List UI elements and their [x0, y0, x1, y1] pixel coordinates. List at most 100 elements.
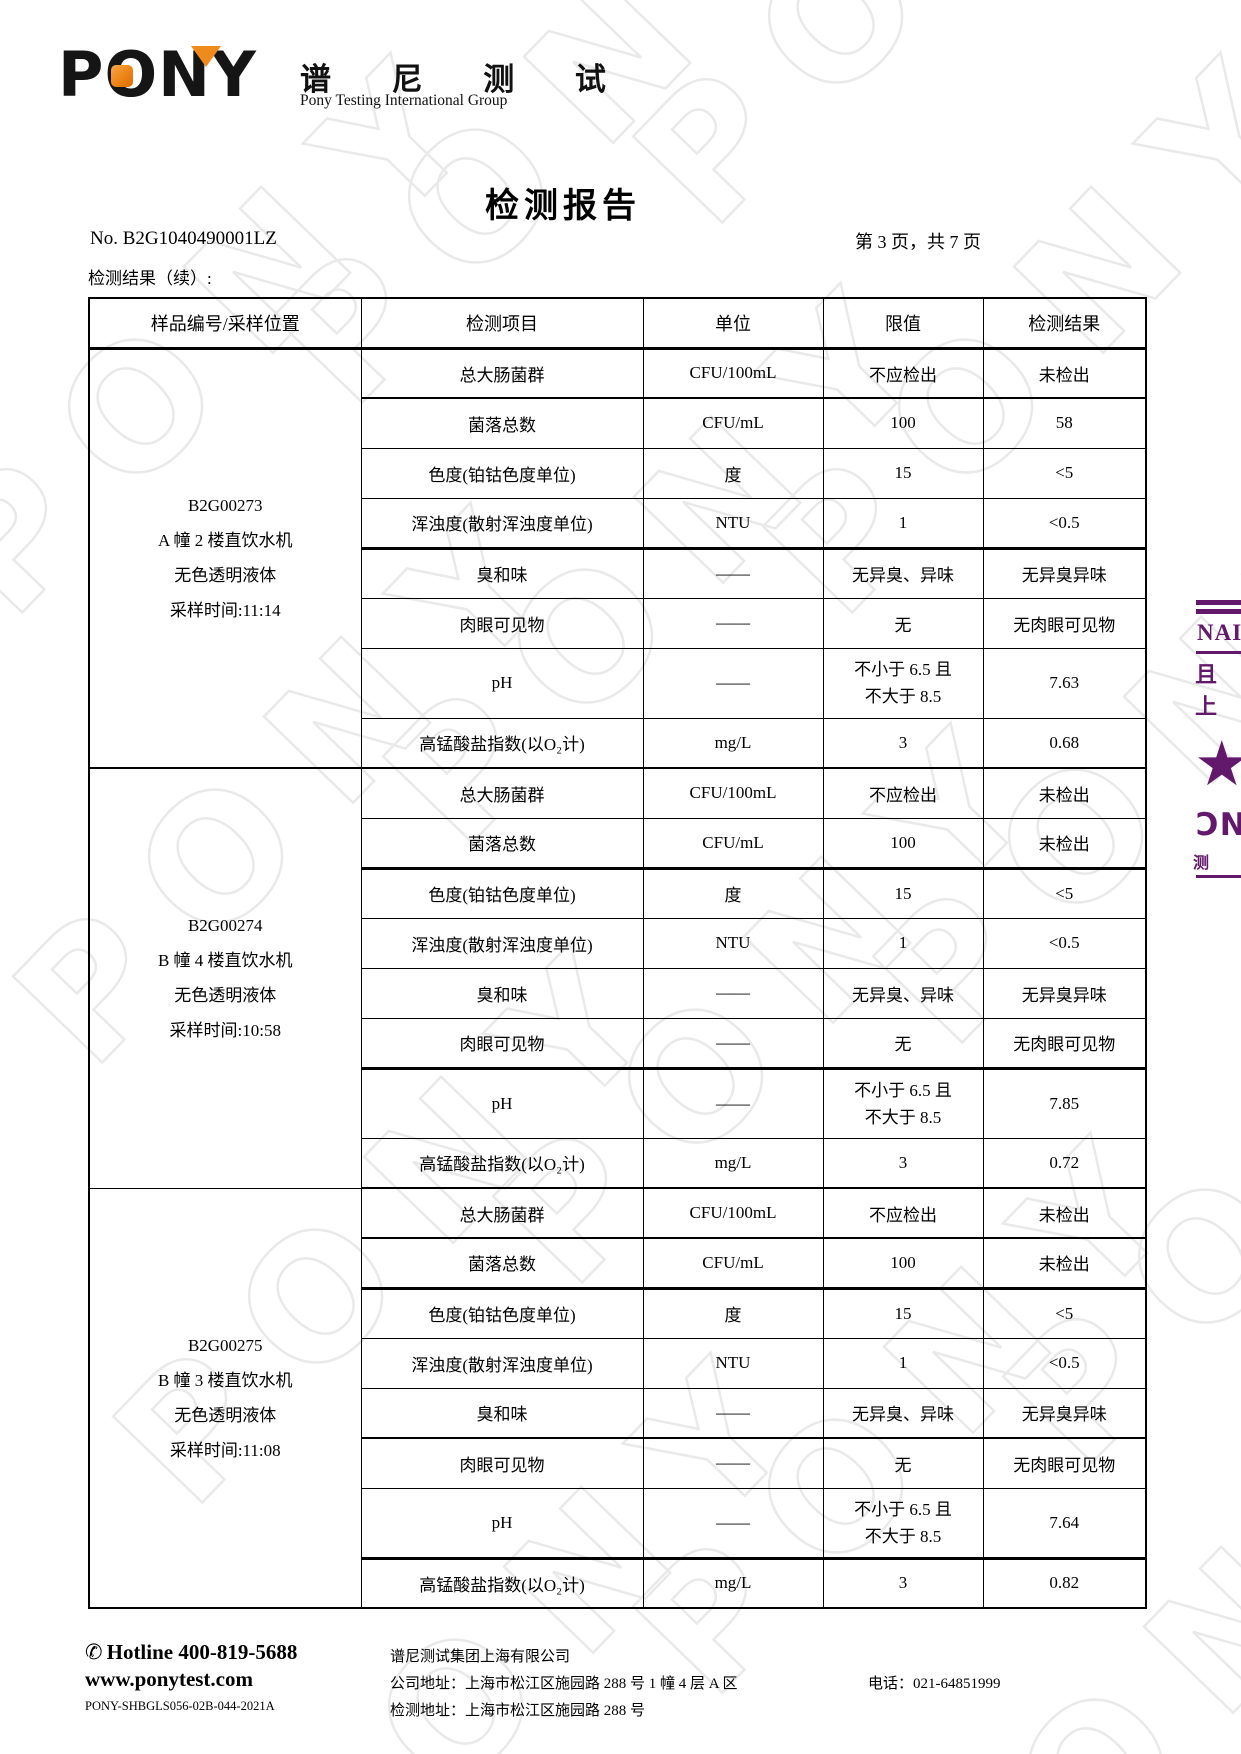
stamp-line	[1196, 875, 1241, 878]
result-cell: <5	[982, 1287, 1147, 1339]
result-cell: 7.85	[982, 1067, 1147, 1139]
limit-cell: 15	[822, 447, 984, 499]
report-number: No. B2G1040490001LZ	[90, 228, 277, 249]
star-icon: ★	[1194, 727, 1241, 800]
result-cell: 无肉眼可见物	[982, 597, 1147, 649]
unit-cell: CFU/100mL	[642, 347, 824, 399]
item-cell: 臭和味	[360, 1387, 644, 1439]
col-header-item: 检测项目	[360, 297, 644, 350]
limit-cell: 无异臭、异味	[822, 1387, 984, 1439]
sample-time: 采样时间:11:14	[169, 601, 281, 621]
company-name: 谱尼测试集团上海有限公司	[390, 1649, 571, 1665]
stamp-bar	[1196, 600, 1241, 605]
limit-cell: 3	[822, 717, 984, 769]
result-cell: 0.82	[982, 1557, 1147, 1609]
table-row: 臭和味 —— 无异臭、异味 无异臭异味	[89, 1387, 1147, 1439]
table-row: 浑浊度(散射浑浊度单位) NTU 1 <0.5	[89, 497, 1147, 550]
section-label: 检测结果（续）:	[88, 269, 212, 288]
table-row: 色度(铂钴色度单位) 度 15 <5	[89, 447, 1147, 499]
col-header-unit: 单位	[642, 297, 824, 350]
col-header-sample: 样品编号/采样位置	[88, 297, 362, 350]
sample-location: B 幢 3 楼直饮水机	[157, 1370, 293, 1390]
sample-cell: B2G00273 A 幢 2 楼直饮水机 无色透明液体 采样时间:11:14	[88, 347, 362, 769]
col-header-result: 检测结果	[982, 297, 1147, 350]
result-cell: 未检出	[982, 767, 1147, 819]
stamp-mid-text: 且上	[1195, 662, 1220, 719]
result-cell: 未检出	[982, 1237, 1147, 1290]
table-row: 肉眼可见物 —— 无 无肉眼可见物	[89, 597, 1147, 649]
sample-time: 采样时间:10:58	[169, 1021, 281, 1041]
table-row: 菌落总数 CFU/mL 100 未检出	[89, 817, 1147, 870]
result-cell: 无异臭异味	[982, 547, 1147, 599]
logo-orange-triangle-icon	[191, 46, 221, 67]
item-cell: 菌落总数	[360, 397, 644, 449]
unit-cell: CFU/mL	[642, 817, 824, 870]
limit-cell: 无	[822, 1437, 984, 1489]
item-cell: 臭和味	[360, 547, 644, 599]
table-row: pH —— 不小于 6.5 且 不大于 8.5 7.63	[89, 647, 1147, 719]
stamp-line	[1196, 651, 1241, 654]
unit-cell: 度	[642, 867, 824, 919]
item-cell: 色度(铂钴色度单位)	[360, 867, 644, 919]
website-link: www.ponytest.com	[85, 1667, 253, 1691]
result-cell: <0.5	[982, 917, 1147, 969]
table-row: B2G00274 B 幢 4 楼直饮水机 无色透明液体 采样时间:10:58 总…	[88, 767, 1147, 1189]
table-row: 肉眼可见物 —— 无 无肉眼可见物	[89, 1017, 1147, 1070]
phone-icon: ✆	[85, 1640, 103, 1664]
item-cell: 总大肠菌群	[360, 347, 644, 399]
unit-cell: CFU/100mL	[642, 1187, 824, 1239]
unit-cell: ——	[642, 1387, 824, 1439]
unit-cell: NTU	[642, 917, 824, 969]
result-cell: <5	[982, 867, 1147, 919]
logo-orange-square-icon	[111, 65, 133, 87]
limit-cell: 不小于 6.5 且 不大于 8.5	[822, 647, 984, 719]
result-cell: 7.63	[982, 647, 1147, 719]
limit-cell: 不应检出	[822, 1187, 984, 1239]
limit-cell: 100	[822, 1237, 984, 1290]
unit-cell: CFU/100mL	[642, 767, 824, 819]
limit-cell: 不应检出	[822, 767, 984, 819]
sample-location: B 幢 4 楼直饮水机	[157, 951, 293, 971]
result-cell: 0.68	[982, 717, 1147, 769]
table-row: 臭和味 —— 无异臭、异味 无异臭异味	[89, 967, 1147, 1019]
limit-cell: 1	[822, 497, 984, 550]
sample-location: A 幢 2 楼直饮水机	[157, 531, 293, 551]
limit-cell: 15	[822, 867, 984, 919]
limit-cell: 1	[822, 917, 984, 969]
unit-cell: NTU	[642, 1337, 824, 1389]
result-cell: 无肉眼可见物	[982, 1017, 1147, 1070]
page-number-info: 第 3 页，共 7 页	[855, 232, 981, 252]
unit-cell: ——	[642, 1437, 824, 1489]
unit-cell: CFU/mL	[642, 397, 824, 449]
item-cell: 肉眼可见物	[360, 597, 644, 649]
result-cell: 未检出	[982, 1187, 1147, 1239]
item-cell: 高锰酸盐指数(以O₂计)	[360, 1137, 644, 1189]
item-cell: 菌落总数	[360, 817, 644, 870]
item-cell: 浑浊度(散射浑浊度单位)	[360, 917, 644, 969]
table-row: 高锰酸盐指数(以O₂计) mg/L 3 0.72	[89, 1137, 1147, 1189]
company-address: 公司地址：上海市松江区施园路 288 号 1 幢 4 层 A 区	[390, 1676, 738, 1692]
result-cell: 无异臭异味	[982, 1387, 1147, 1439]
item-cell: 肉眼可见物	[360, 1017, 644, 1070]
table-row: 色度(铂钴色度单位) 度 15 <5	[89, 1287, 1147, 1339]
unit-cell: ——	[642, 597, 824, 649]
limit-cell: 无异臭、异味	[822, 547, 984, 599]
result-cell: 7.64	[982, 1487, 1147, 1560]
result-cell: 58	[982, 397, 1147, 449]
table-row: B2G00275 B 幢 3 楼直饮水机 无色透明液体 采样时间:11:08 总…	[88, 1187, 1147, 1609]
item-cell: 色度(铂钴色度单位)	[360, 1287, 644, 1339]
results-table: 样品编号/采样位置 检测项目 单位 限值 检测结果 B2G00273 A 幢 2…	[88, 297, 1147, 1609]
unit-cell: ——	[642, 547, 824, 599]
table-row: 浑浊度(散射浑浊度单位) NTU 1 <0.5	[89, 1337, 1147, 1389]
item-cell: 菌落总数	[360, 1237, 644, 1290]
table-row: pH —— 不小于 6.5 且 不大于 8.5 7.85	[89, 1067, 1147, 1139]
result-cell: 未检出	[982, 817, 1147, 870]
sample-appearance: 无色透明液体	[174, 986, 277, 1006]
unit-cell: mg/L	[642, 717, 824, 769]
hotline-text: Hotline 400-819-5688	[106, 1640, 298, 1664]
unit-cell: ——	[642, 1067, 824, 1139]
unit-cell: CFU/mL	[642, 1237, 824, 1290]
unit-cell: mg/L	[642, 1557, 824, 1609]
unit-cell: ——	[642, 1487, 824, 1560]
